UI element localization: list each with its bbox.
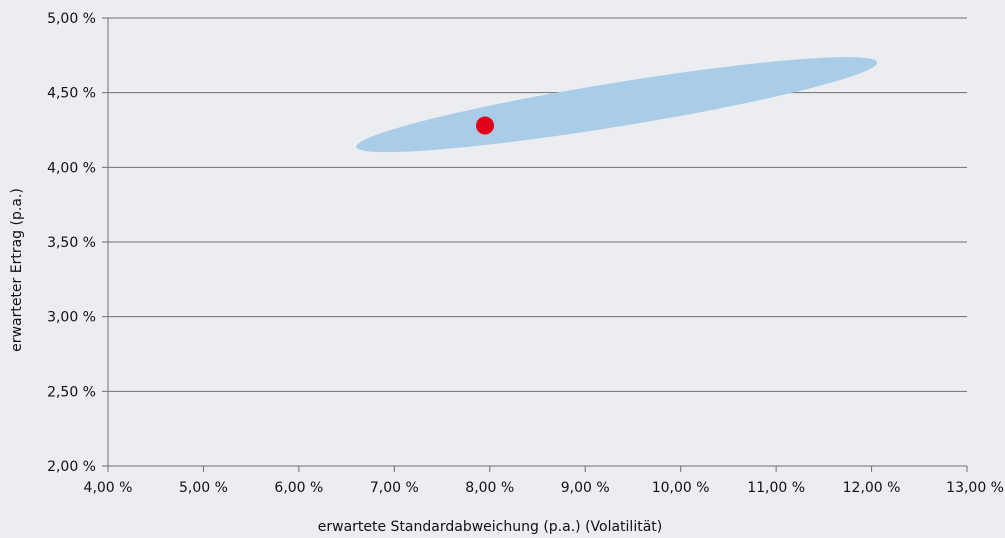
y-tick-label: 3,00 % [47, 310, 96, 326]
x-tick-label: 6,00 % [274, 480, 323, 496]
x-tick-label: 12,00 % [843, 480, 901, 496]
axis-layer [102, 17, 968, 472]
y-tick-label: 3,50 % [47, 235, 96, 251]
point-layer [476, 116, 495, 135]
y-tick-label: 4,00 % [47, 160, 96, 176]
x-tick-label: 8,00 % [465, 480, 514, 496]
region-layer [356, 57, 878, 153]
y-axis-title: erwarteter Ertrag (p.a.) [9, 188, 25, 352]
x-tick-label: 13,00 % [946, 480, 1004, 496]
x-tick-label: 5,00 % [179, 480, 228, 496]
x-tick-label: 9,00 % [561, 480, 610, 496]
y-tick-label: 4,50 % [47, 86, 96, 102]
data-point [476, 116, 495, 135]
y-tick-label: 5,00 % [47, 11, 96, 27]
x-tick-label: 10,00 % [652, 480, 710, 496]
x-tick-label: 4,00 % [84, 480, 133, 496]
confidence-region [356, 57, 878, 153]
grid-layer [108, 17, 967, 392]
y-tick-label: 2,00 % [47, 459, 96, 475]
label-layer: 2,00 % 2,50 % 3,00 % 3,50 % 4,00 % 4,50 % 5,00… [47, 11, 1004, 496]
x-axis-title: erwartete Standardabweichung (p.a.) (Vol… [318, 519, 662, 535]
x-tick-label: 11,00 % [747, 480, 805, 496]
x-tick-label: 7,00 % [370, 480, 419, 496]
y-tick-label: 2,50 % [47, 384, 96, 400]
